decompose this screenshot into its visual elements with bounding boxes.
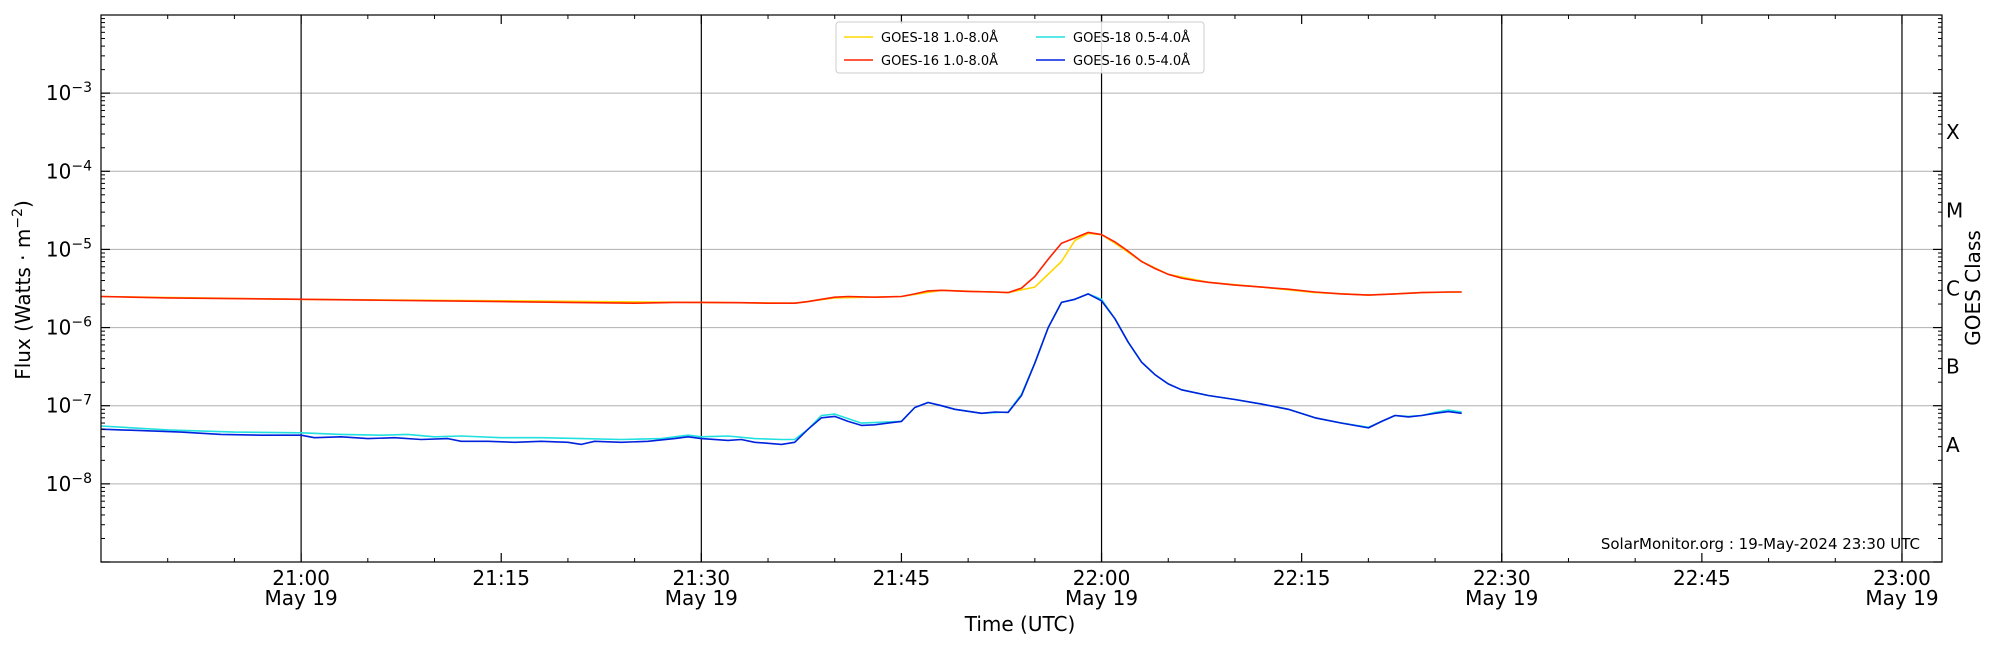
plot-frame: [100, 14, 1943, 563]
y-tick-base: 10: [46, 159, 71, 183]
y-tick-exponent: −8: [71, 471, 92, 487]
x-tick-date-label: May 19: [1065, 586, 1138, 610]
legend: GOES-18 1.0-8.0Å GOES-16 1.0-8.0Å GOES-18 …: [835, 21, 1205, 74]
x-tick-label: 23:00: [1873, 566, 1931, 590]
y-tick-base: 10: [46, 472, 71, 496]
goes-class-x: X: [1946, 120, 1960, 144]
x-tick-label: 22:00: [1073, 566, 1131, 590]
y-tick-base: 10: [46, 316, 71, 340]
y-tick-label: 10−6: [46, 315, 92, 340]
x-axis-label: Time (UTC): [964, 612, 1076, 636]
goes-class-labels: A B C M X: [1946, 120, 1963, 457]
x-tick-label: 22:30: [1473, 566, 1531, 590]
x-tick-label: 21:45: [873, 566, 931, 590]
y-axis-label-sup: −2: [10, 208, 26, 229]
legend-box: [835, 21, 1205, 74]
x-tick-date-label: May 19: [1865, 586, 1938, 610]
y-tick-label: 10−5: [46, 236, 92, 261]
series-line-4: [100, 293, 1462, 446]
y-tick-base: 10: [46, 81, 71, 105]
x-tick-date-label: May 19: [265, 586, 338, 610]
y-tick-exponent: −4: [71, 158, 92, 174]
y-tick-exponent: −6: [71, 315, 92, 331]
legend-label-2: GOES-16 1.0-8.0Å: [881, 53, 998, 69]
solarmonitor-annotation: SolarMonitor.org : 19-May-2024 23:30 UTC: [1601, 535, 1920, 553]
y-axis-label-suffix: ): [11, 200, 35, 208]
y-axis-label-prefix: Flux (Watts · m: [11, 229, 35, 380]
x-tick-label: 22:45: [1673, 566, 1731, 590]
vertical-gridlines: [300, 15, 1903, 562]
x-tick-label: 22:15: [1273, 566, 1331, 590]
x-tick-date-label: May 19: [1465, 586, 1538, 610]
x-tick-label: 21:30: [673, 566, 731, 590]
y-tick-labels: 10−810−710−610−510−410−3: [46, 80, 92, 496]
goes-class-m: M: [1946, 198, 1963, 222]
y-tick-exponent: −3: [71, 80, 92, 96]
legend-label-3: GOES-18 0.5-4.0Å: [1073, 30, 1190, 46]
x-tick-date-label: May 19: [665, 586, 738, 610]
legend-label-4: GOES-16 0.5-4.0Å: [1073, 53, 1190, 69]
right-axis-label: GOES Class: [1961, 230, 1985, 346]
x-tick-label: 21:15: [472, 566, 530, 590]
goes-class-a: A: [1946, 433, 1960, 457]
y-tick-exponent: −5: [71, 236, 92, 252]
y-tick-label: 10−7: [46, 393, 92, 418]
x-tick-label: 21:00: [272, 566, 330, 590]
y-tick-exponent: −7: [71, 393, 92, 409]
y-tick-base: 10: [46, 394, 71, 418]
horizontal-gridlines: [101, 92, 1942, 485]
legend-label-1: GOES-18 1.0-8.0Å: [881, 30, 998, 46]
flux-series: [100, 231, 1462, 446]
axis-ticks: [101, 15, 1942, 563]
y-axis-label: Flux (Watts · m−2): [10, 200, 35, 380]
goes-class-b: B: [1946, 355, 1960, 379]
goes-class-c: C: [1946, 277, 1960, 301]
y-tick-label: 10−8: [46, 471, 92, 496]
y-tick-label: 10−3: [46, 80, 92, 105]
series-line-2: [100, 231, 1462, 304]
y-tick-base: 10: [46, 237, 71, 261]
y-tick-label: 10−4: [46, 158, 92, 183]
